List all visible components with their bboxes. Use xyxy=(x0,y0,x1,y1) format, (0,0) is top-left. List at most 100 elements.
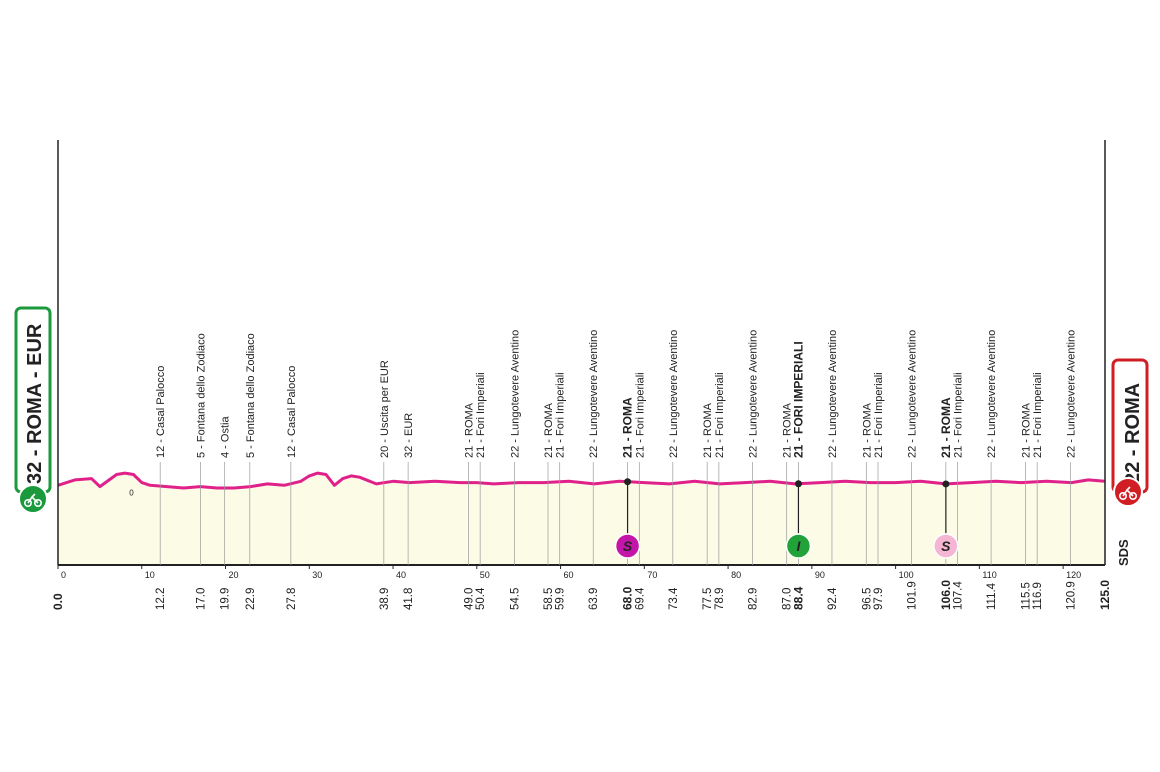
waypoint-place: 22 - Lungotevere Aventino xyxy=(747,330,759,458)
waypoint-place: 22 - Lungotevere Aventino xyxy=(827,330,839,458)
waypoint-place: 21 - Fori Imperiali xyxy=(873,372,885,458)
waypoint-place: 21 - ROMA xyxy=(939,397,953,458)
sprint-dot xyxy=(942,480,950,488)
x-tick-label: 20 xyxy=(229,570,239,580)
x-tick-label: 70 xyxy=(647,570,657,580)
profile-axes: 0 0 10 20 30 40 50 60 70 80 90 100 110 120 xyxy=(57,140,1106,580)
waypoint-km: 77.5 xyxy=(702,588,714,610)
waypoint-place: 21 - Fori Imperiali xyxy=(475,372,487,458)
start-cyclist-icon xyxy=(23,493,42,507)
waypoint-km: 88.4 xyxy=(791,586,805,610)
waypoint-labels: 0.0 12.2 12 - Casal Palocco 17.0 5 - Fontana… xyxy=(51,330,1112,610)
waypoint-km: 22.9 xyxy=(245,588,257,610)
waypoint-km: 125.0 xyxy=(1098,580,1112,610)
waypoint-km: 49.0 xyxy=(463,588,475,610)
waypoint-place: 21 - ROMA xyxy=(782,402,794,458)
waypoint-km: 27.8 xyxy=(286,588,298,610)
waypoint-km: 82.9 xyxy=(747,588,759,610)
sprint-letter: I xyxy=(796,538,801,554)
waypoint-km: 69.4 xyxy=(634,587,646,610)
waypoint-km: 106.0 xyxy=(939,580,953,610)
waypoint-place: 22 - Lungotevere Aventino xyxy=(1066,330,1078,458)
waypoint-place: 5 - Fontana dello Zodiaco xyxy=(195,333,207,458)
waypoint-km: 111.4 xyxy=(986,582,998,610)
waypoint-place: 21 - ROMA xyxy=(621,397,635,458)
finish-label: 22 - ROMA xyxy=(1122,383,1144,484)
waypoint-km: 96.5 xyxy=(861,588,873,610)
waypoint-place: 21 - ROMA xyxy=(543,402,555,458)
waypoint-km: 19.9 xyxy=(220,588,232,610)
sprint-badge xyxy=(614,533,641,559)
waypoint-place: 21 - ROMA xyxy=(463,402,475,458)
sprint-letter: S xyxy=(623,538,633,554)
waypoint-km: 58.5 xyxy=(543,588,555,610)
x-tick-label: 50 xyxy=(480,570,490,580)
waypoint-place: 21 - Fori Imperiali xyxy=(714,372,726,458)
waypoint-place: 12 - Casal Palocco xyxy=(155,366,167,458)
sprint-badge xyxy=(785,533,812,559)
waypoint-km: 50.4 xyxy=(475,587,487,610)
sprint-dot xyxy=(794,480,802,488)
x-tick-label: 10 xyxy=(145,570,155,580)
x-tick-label: 90 xyxy=(815,570,825,580)
x-tick-label: 60 xyxy=(564,570,574,580)
waypoint-place: 32 - EUR xyxy=(403,413,415,458)
profile-line xyxy=(57,471,1106,490)
sds-logo: SDS xyxy=(1116,539,1131,566)
waypoint-place: 21 - Fori Imperiali xyxy=(555,372,567,458)
start-label: 32 - ROMA - EUR xyxy=(24,323,46,484)
waypoint-place: 21 - ROMA xyxy=(1020,402,1032,458)
altitude-marker: 0 xyxy=(129,488,134,497)
waypoint-km: 59.9 xyxy=(555,588,567,610)
start-badge: 32 - ROMA - EUR xyxy=(14,306,52,514)
waypoint-place: 22 - Lungotevere Aventino xyxy=(986,330,998,458)
waypoint-place: 22 - Lungotevere Aventino xyxy=(509,330,521,458)
finish-badge: 22 - ROMA xyxy=(1111,358,1149,507)
sprint-letter: S xyxy=(941,538,951,554)
waypoint-km: 17.0 xyxy=(195,588,207,610)
waypoint-place: 22 - Lungotevere Aventino xyxy=(907,330,919,458)
sprint-dot xyxy=(624,478,632,486)
waypoint-km: 92.4 xyxy=(827,587,839,610)
x-tick-label: 30 xyxy=(312,570,322,580)
waypoint-km: 101.9 xyxy=(907,581,919,610)
waypoint-km: 78.9 xyxy=(714,588,726,610)
waypoint-place: 5 - Fontana dello Zodiaco xyxy=(245,333,257,458)
profile-fill xyxy=(58,473,1105,565)
waypoint-km: 38.9 xyxy=(379,588,391,610)
waypoint-place: 21 - Fori Imperiali xyxy=(1032,372,1044,458)
waypoint-km: 12.2 xyxy=(155,588,167,610)
waypoint-place: 21 - Fori Imperiali xyxy=(634,372,646,458)
waypoint-km: 54.5 xyxy=(509,588,521,610)
x-tick-label: 80 xyxy=(731,570,741,580)
waypoint-km: 120.9 xyxy=(1066,581,1078,610)
waypoint-place: 21 - FORI IMPERIALI xyxy=(791,341,805,458)
waypoint-km: 107.4 xyxy=(953,581,965,610)
x-tick-label: 100 xyxy=(899,570,914,580)
waypoint-km: 0.0 xyxy=(51,593,65,610)
sprint-badge xyxy=(933,533,959,559)
waypoint-km: 97.9 xyxy=(873,588,885,610)
x-tick-label: 110 xyxy=(982,570,996,580)
waypoint-km: 115.5 xyxy=(1020,582,1032,610)
waypoint-place: 4 - Ostia xyxy=(220,416,232,458)
waypoint-place: 12 - Casal Palocco xyxy=(286,366,298,458)
waypoint-place: 21 - Fori Imperiali xyxy=(953,372,965,458)
waypoint-place: 22 - Lungotevere Aventino xyxy=(668,330,680,458)
waypoint-place: 20 - Uscita per EUR xyxy=(379,360,391,458)
waypoint-km: 73.4 xyxy=(668,587,680,610)
waypoint-km: 116.9 xyxy=(1032,582,1044,610)
waypoint-km: 41.8 xyxy=(403,588,415,610)
profile-area xyxy=(57,471,1106,565)
waypoint-km: 68.0 xyxy=(621,586,635,610)
waypoint-place: 21 - ROMA xyxy=(702,402,714,458)
x-tick-label: 40 xyxy=(396,570,406,580)
waypoint-km: 87.0 xyxy=(782,588,794,610)
finish-cyclist-icon xyxy=(1119,486,1138,500)
x-tick-label: 120 xyxy=(1066,570,1081,580)
x-tick-label: 0 xyxy=(61,570,66,580)
waypoint-km: 63.9 xyxy=(588,588,600,610)
waypoint-place: 21 - ROMA xyxy=(861,402,873,458)
